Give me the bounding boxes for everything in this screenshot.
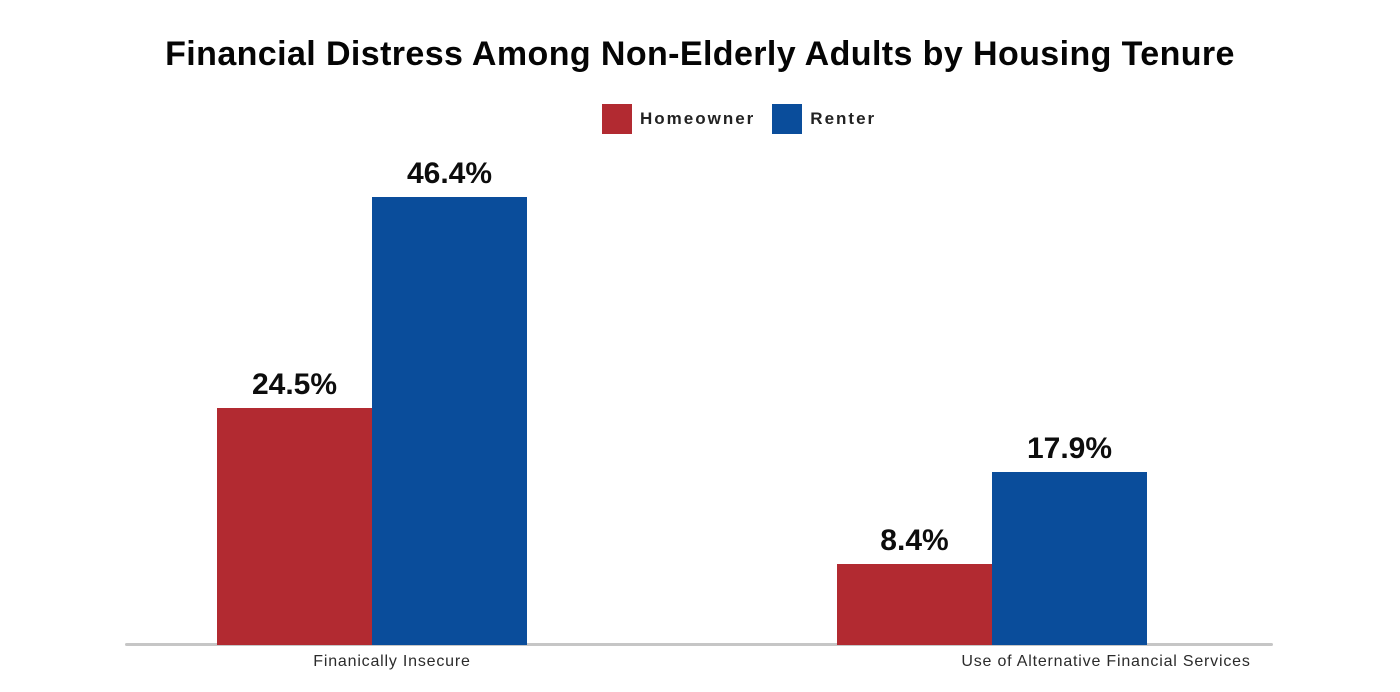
- legend-item-homeowner: Homeowner: [602, 104, 755, 134]
- bar-homeowner-1: [837, 564, 992, 645]
- value-label-renter-0: 46.4%: [406, 157, 493, 190]
- legend: Homeowner Renter: [602, 103, 876, 135]
- value-label-renter-1: 17.9%: [1026, 432, 1113, 465]
- chart-title: Financial Distress Among Non-Elderly Adu…: [165, 35, 1235, 73]
- legend-swatch-homeowner: [602, 104, 632, 134]
- bar-renter-0: [372, 197, 527, 645]
- x-axis-line: [125, 643, 1273, 646]
- value-label-homeowner-0: 24.5%: [251, 368, 338, 401]
- legend-label-homeowner: Homeowner: [640, 109, 756, 128]
- bar-renter-1: [992, 472, 1147, 645]
- bar-homeowner-0: [217, 408, 372, 645]
- legend-swatch-renter: [772, 104, 803, 134]
- legend-label-renter: Renter: [810, 109, 877, 128]
- legend-item-renter: Renter: [772, 104, 876, 134]
- category-label-0: Finanically Insecure: [313, 653, 471, 670]
- value-label-homeowner-1: 8.4%: [880, 524, 949, 557]
- category-label-1: Use of Alternative Financial Services: [961, 653, 1251, 670]
